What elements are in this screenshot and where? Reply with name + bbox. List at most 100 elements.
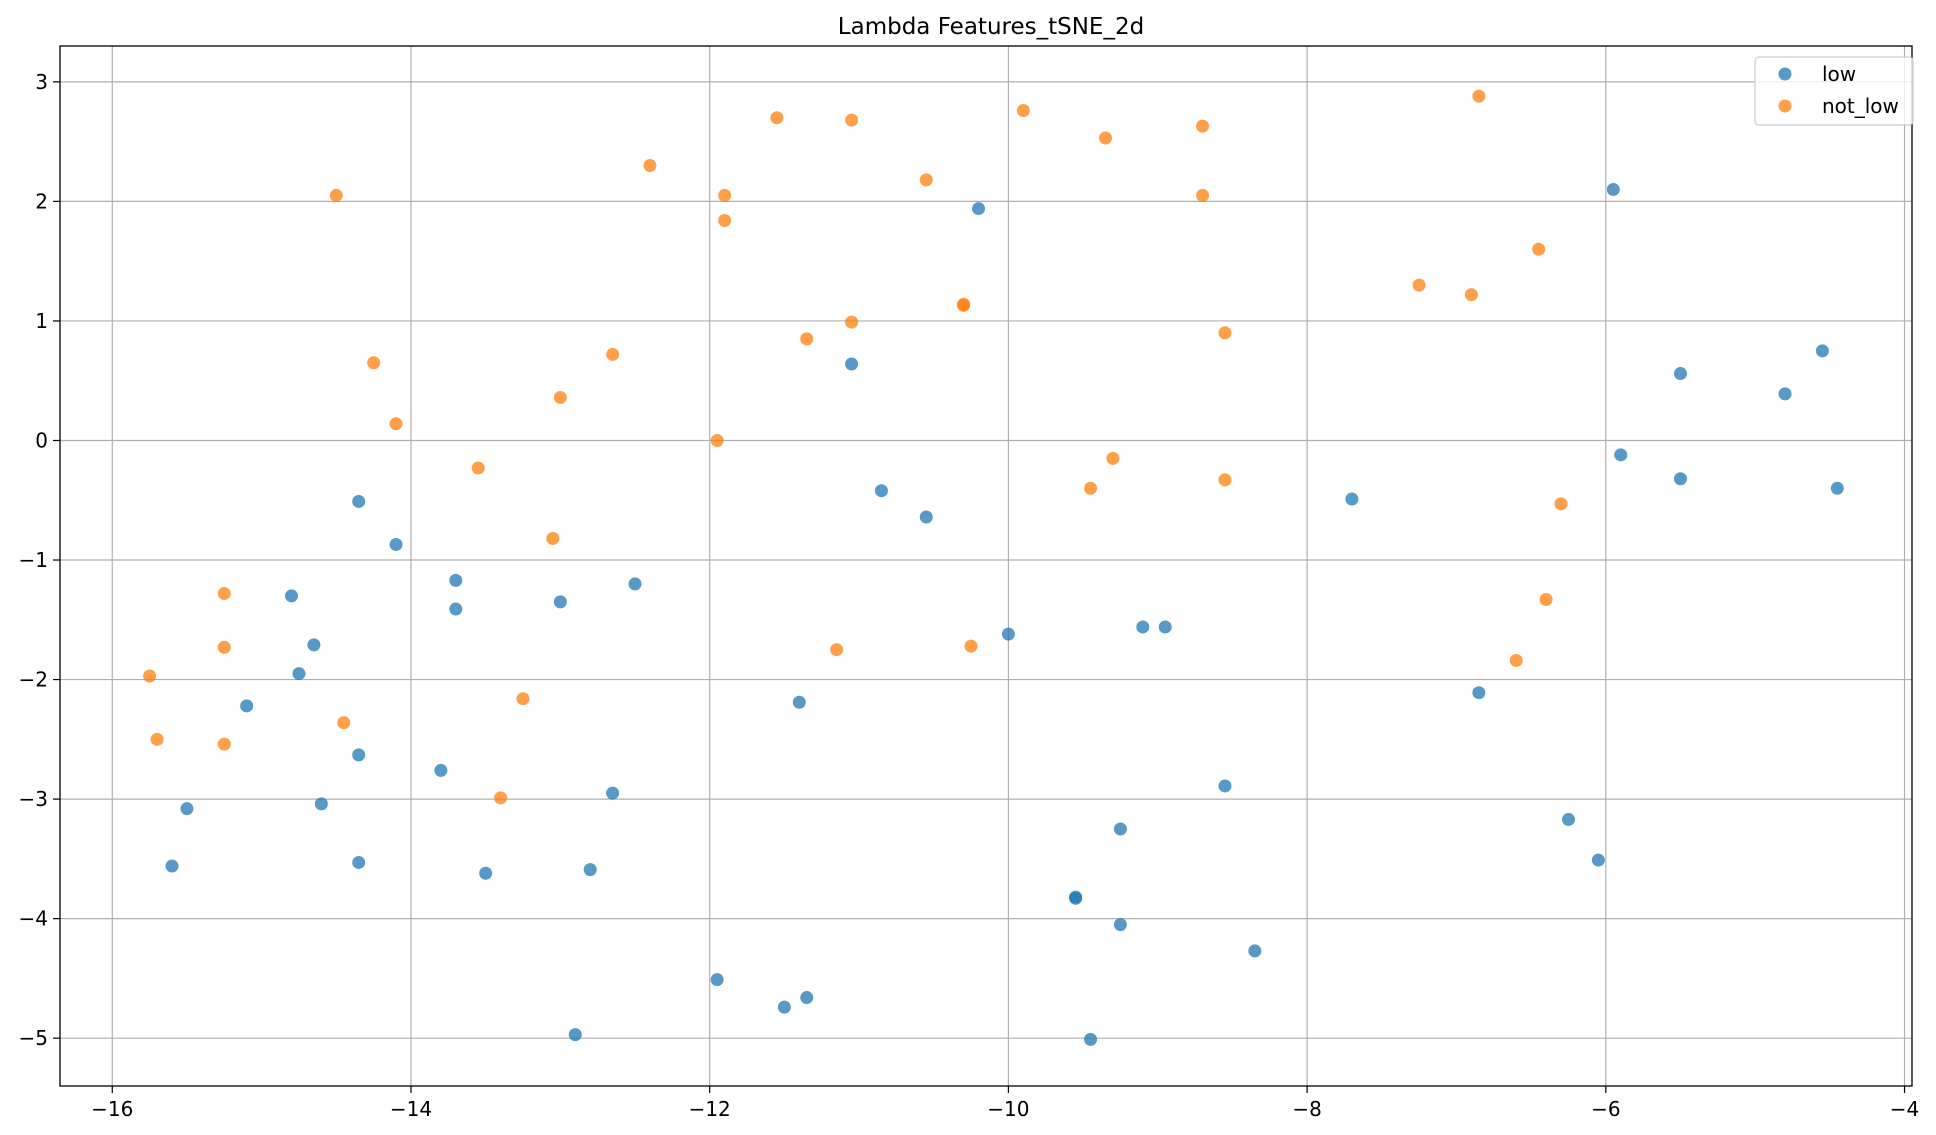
x-tick-label: −4: [1890, 1097, 1919, 1121]
data-point-low: [1158, 620, 1172, 634]
y-tick-label: −5: [19, 1026, 48, 1050]
data-point-not-low: [329, 188, 343, 202]
data-point-low: [972, 202, 986, 216]
data-point-low: [1472, 686, 1486, 700]
data-point-low: [800, 991, 814, 1005]
data-point-low: [1778, 387, 1792, 401]
y-tick-label: 0: [35, 428, 48, 452]
data-point-low: [352, 494, 366, 508]
y-tick-label: 3: [35, 70, 48, 94]
data-point-not-low: [919, 173, 933, 187]
y-tick-label: −2: [19, 668, 48, 692]
data-point-low: [1674, 367, 1687, 381]
axis-ticks: −16 −14 −12 −10 −8 −6 −4 3 2 1 0 −1 −2 −3 −4 −5: [19, 70, 1920, 1121]
data-point-not-low: [1196, 119, 1210, 133]
data-point-not-low: [1532, 242, 1546, 256]
data-point-low: [606, 786, 620, 800]
data-point-not-low: [1412, 278, 1426, 292]
data-point-low: [240, 699, 254, 713]
x-tick-label: −8: [1292, 1097, 1321, 1121]
legend: low not_low: [1754, 56, 1914, 126]
x-tick-label: −14: [390, 1097, 432, 1121]
data-point-low: [1001, 627, 1015, 641]
y-tick-label: 1: [35, 309, 48, 333]
data-point-low: [1614, 448, 1628, 462]
data-point-not-low: [217, 737, 231, 751]
data-point-low: [1136, 620, 1150, 634]
y-tick-label: 2: [35, 189, 48, 213]
plot-area-frame: [59, 45, 1913, 1087]
data-point-not-low: [964, 639, 978, 653]
data-point-low: [352, 748, 366, 762]
y-tick-label: −4: [19, 907, 48, 931]
data-point-low: [285, 589, 298, 603]
data-point-not-low: [1509, 653, 1523, 667]
data-point-not-low: [516, 692, 530, 706]
data-point-low: [710, 973, 724, 987]
data-point-not-low: [1016, 104, 1030, 118]
data-point-not-low: [494, 791, 508, 805]
series-not-low: [143, 89, 1568, 805]
data-point-not-low: [606, 347, 620, 361]
data-point-not-low: [1464, 288, 1478, 302]
data-point-low: [1830, 481, 1844, 495]
data-point-not-low: [1218, 473, 1232, 487]
x-tick-label: −6: [1591, 1097, 1620, 1121]
data-point-low: [1248, 944, 1262, 958]
data-point-not-low: [217, 640, 231, 654]
x-tick-label: −16: [91, 1097, 133, 1121]
data-point-low: [1218, 779, 1232, 793]
data-point-low: [352, 855, 366, 869]
data-point-not-low: [718, 214, 732, 228]
data-point-not-low: [845, 113, 859, 127]
data-point-low: [1674, 472, 1687, 486]
data-point-low: [292, 667, 306, 681]
y-tick-label: −3: [19, 787, 48, 811]
data-point-low: [792, 695, 806, 709]
data-point-low: [777, 1000, 791, 1014]
data-point-low: [434, 763, 448, 777]
data-point-low: [1591, 853, 1605, 867]
data-point-low: [449, 602, 463, 616]
x-tick-label: −12: [689, 1097, 731, 1121]
data-point-low: [1606, 182, 1620, 196]
legend-marker-not-low: [1778, 99, 1792, 113]
data-point-low: [180, 802, 194, 816]
data-point-low: [1069, 891, 1083, 905]
data-point-low: [1113, 822, 1127, 836]
data-point-low: [628, 577, 642, 591]
data-point-not-low: [643, 159, 657, 173]
data-point-not-low: [957, 298, 971, 312]
legend-label-not-low: not_low: [1822, 94, 1899, 118]
data-point-not-low: [1554, 497, 1568, 511]
legend-marker-low: [1778, 67, 1792, 81]
data-point-low: [165, 859, 179, 873]
data-point-low: [1113, 918, 1127, 932]
data-points: [143, 89, 1844, 1046]
data-point-not-low: [389, 417, 403, 431]
y-tick-label: −1: [19, 548, 48, 572]
data-point-not-low: [800, 332, 814, 346]
data-point-low: [1815, 344, 1829, 358]
data-point-not-low: [1196, 188, 1210, 202]
data-point-not-low: [1106, 451, 1120, 465]
x-tick-label: −10: [987, 1097, 1029, 1121]
data-point-not-low: [553, 390, 567, 404]
data-point-not-low: [143, 669, 157, 683]
data-point-low: [389, 537, 403, 551]
data-point-not-low: [217, 586, 231, 600]
data-point-low: [314, 797, 328, 811]
grid: [60, 46, 1912, 1086]
data-point-low: [874, 484, 888, 498]
legend-label-low: low: [1822, 62, 1856, 86]
data-point-not-low: [1098, 131, 1112, 145]
data-point-low: [568, 1028, 582, 1042]
legend-box: [1754, 56, 1914, 126]
data-point-not-low: [1218, 326, 1232, 340]
data-point-not-low: [1084, 481, 1098, 495]
data-point-not-low: [337, 716, 351, 730]
data-point-low: [307, 638, 321, 652]
data-point-low: [583, 863, 597, 877]
data-point-low: [479, 866, 493, 880]
